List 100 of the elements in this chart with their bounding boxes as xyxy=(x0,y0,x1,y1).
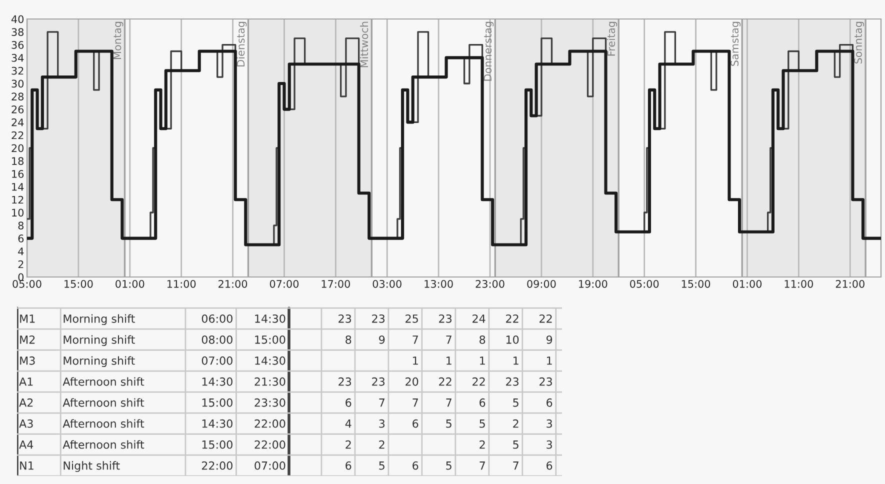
text: 5 xyxy=(446,420,452,428)
text: 22 xyxy=(439,377,452,386)
text: 20 xyxy=(406,377,418,386)
text: 25 xyxy=(406,314,418,323)
text: 5 xyxy=(513,440,518,449)
text: A3 xyxy=(19,419,33,428)
y-tick-label: 26 xyxy=(12,106,24,114)
text: Afternoon shift xyxy=(62,440,144,449)
x-tick-label: 11:00 xyxy=(167,280,196,288)
x-tick-label: 05:00 xyxy=(630,280,659,288)
text: 22 xyxy=(540,314,552,323)
x-tick-label: 01:00 xyxy=(732,280,762,288)
text: M2 xyxy=(20,335,35,344)
text: 3 xyxy=(546,419,552,428)
y-tick-label: 38 xyxy=(12,28,24,36)
y-tick-label: 12 xyxy=(12,196,24,204)
text: 22 xyxy=(472,377,485,386)
y-tick-label: 10 xyxy=(12,208,24,217)
text: 6 xyxy=(412,461,418,470)
text: 3 xyxy=(546,440,552,449)
text: 23 xyxy=(439,314,452,323)
x-tick-label: 05:00 xyxy=(12,280,42,288)
text: 2 xyxy=(379,440,384,449)
text: 9 xyxy=(379,335,385,344)
text: 1 xyxy=(547,356,552,365)
ref-line-label: Donnerstag xyxy=(484,22,494,81)
text: Afternoon shift xyxy=(62,419,144,428)
text: 14:30 xyxy=(255,314,286,323)
text: 7 xyxy=(513,462,518,470)
text: 7 xyxy=(379,398,384,407)
y-tick-label: 32 xyxy=(12,66,24,75)
text: Morning shift xyxy=(64,314,135,326)
text: 23 xyxy=(372,377,385,386)
y-tick-label: 14 xyxy=(12,183,24,191)
text: A4 xyxy=(19,440,34,449)
text: 5 xyxy=(446,462,452,470)
y-tick-label: 30 xyxy=(12,80,24,88)
text: Afternoon shift xyxy=(62,398,144,407)
y-tick-label: 4 xyxy=(18,248,24,256)
text: 7 xyxy=(480,462,485,470)
x-tick-label: 07:00 xyxy=(270,280,299,288)
y-tick-label: 18 xyxy=(12,157,24,166)
text: 15:00 xyxy=(202,440,232,449)
y-tick-label: 22 xyxy=(12,131,24,140)
y-tick-label: 40 xyxy=(11,15,24,24)
text: 08:00 xyxy=(202,335,232,344)
ref-line-label: Sonntag xyxy=(854,22,864,64)
text: 5 xyxy=(513,398,518,407)
text: 07:00 xyxy=(202,356,232,365)
x-tick-label: 11:00 xyxy=(784,280,814,288)
text: 5 xyxy=(379,462,384,470)
y-tick-label: 24 xyxy=(12,118,24,126)
ref-line-label: Dienstag xyxy=(236,22,247,66)
text: 1 xyxy=(514,356,518,365)
text: Morning shift xyxy=(64,335,135,346)
text: 23 xyxy=(540,377,552,386)
text: 22:00 xyxy=(254,419,286,428)
y-tick-label: 20 xyxy=(12,144,24,152)
text: 5 xyxy=(480,420,485,428)
y-tick-label: 8 xyxy=(18,222,24,230)
ref-line-label: Samstag xyxy=(730,22,741,66)
text: A2 xyxy=(19,398,33,407)
text: A1 xyxy=(19,378,33,386)
text: 10 xyxy=(506,335,519,344)
y-tick-label: 36 xyxy=(12,41,24,49)
text: 7 xyxy=(446,398,452,407)
text: 2 xyxy=(513,419,518,428)
text: 4 xyxy=(345,420,352,428)
x-tick-label: 15:00 xyxy=(682,280,710,288)
text: 07:00 xyxy=(254,461,286,470)
text: 1 xyxy=(446,356,452,365)
text: 8 xyxy=(346,335,352,344)
text: 9 xyxy=(546,335,552,344)
ref-line-label: Mittwoch xyxy=(360,22,368,68)
text: 23 xyxy=(506,377,518,386)
text: 24 xyxy=(472,314,486,323)
text: 22:00 xyxy=(202,461,232,470)
text: Afternoon shift xyxy=(62,377,144,386)
text: 06:00 xyxy=(202,314,232,323)
text: 6 xyxy=(480,398,486,407)
y-tick-label: 6 xyxy=(18,234,24,242)
text: 23 xyxy=(372,314,385,323)
text: 23:30 xyxy=(254,398,286,407)
x-tick-label: 17:00 xyxy=(322,280,350,288)
x-tick-label: 23:00 xyxy=(476,280,504,288)
y-tick-label: 28 xyxy=(12,92,24,101)
text: 15:00 xyxy=(255,335,286,344)
x-tick-label: 13:00 xyxy=(424,280,453,288)
x-tick-label: 01:00 xyxy=(116,280,144,288)
text: 6 xyxy=(546,398,552,407)
text: 6 xyxy=(546,461,552,470)
text: 22:00 xyxy=(254,440,286,449)
x-tick-label: 19:00 xyxy=(579,280,608,288)
text: 7 xyxy=(412,398,418,407)
text: 6 xyxy=(346,461,352,470)
x-tick-label: 21:00 xyxy=(836,280,864,288)
y-tick-label: 34 xyxy=(12,54,24,62)
text: M1 xyxy=(20,314,35,323)
y-tick-label: 16 xyxy=(12,170,24,178)
text: 6 xyxy=(412,419,418,428)
